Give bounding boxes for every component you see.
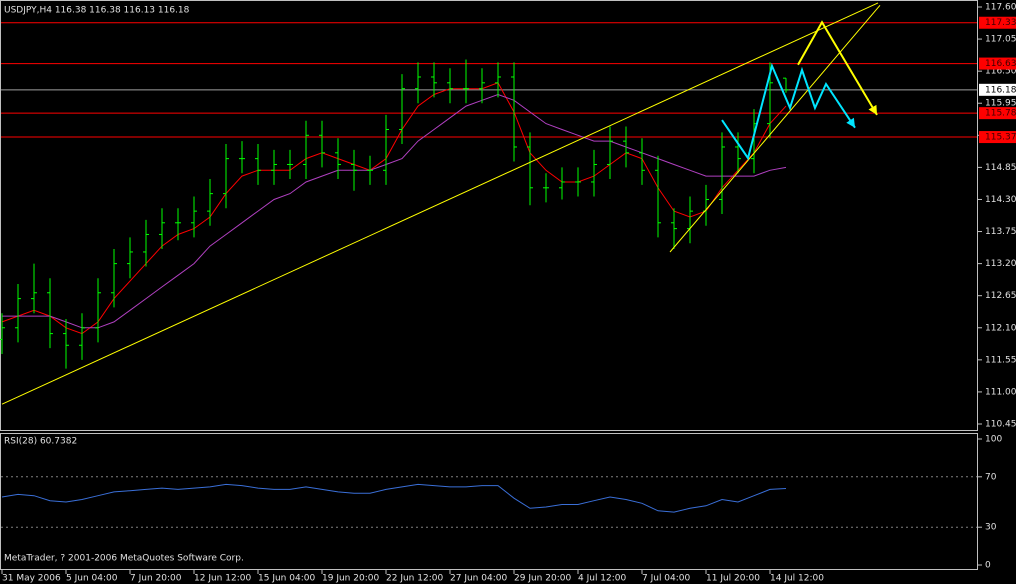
y-tick-label: 110.45 <box>985 420 1016 430</box>
rsi-label: RSI(28) 60.7382 <box>4 437 77 447</box>
moving-average <box>1 82 787 335</box>
x-tick-label: 7 Jul 04:00 <box>642 574 691 584</box>
level-tag <box>979 57 1016 70</box>
rsi-frame <box>0 433 978 570</box>
x-tick-label: 19 Jun 20:00 <box>322 574 379 584</box>
level-label: 115.78 <box>985 109 1016 119</box>
x-tick-label: 7 Jun 20:00 <box>130 574 182 584</box>
projection <box>797 20 878 116</box>
projection <box>721 62 856 161</box>
y-tick-label: 111.00 <box>985 387 1016 397</box>
rsi-tick-label: 100 <box>985 435 1002 445</box>
level-label: 117.33 <box>985 18 1016 28</box>
trendline <box>1 2 879 405</box>
x-tick-label: 12 Jun 12:00 <box>194 574 251 584</box>
y-tick-label: 112.10 <box>985 323 1016 333</box>
price-tag <box>979 83 1016 96</box>
rsi-tick-label: 0 <box>985 561 991 571</box>
moving-average <box>2 93 787 329</box>
level-label: 115.37 <box>985 133 1016 143</box>
y-tick-label: 113.75 <box>985 227 1016 237</box>
y-tick-label: 114.30 <box>985 195 1016 205</box>
x-tick-label: 29 Jun 20:00 <box>514 574 571 584</box>
arrowhead <box>868 104 877 115</box>
price-label: 116.18 <box>985 85 1016 95</box>
rsi-tick-label: 30 <box>985 523 997 533</box>
y-tick-label: 116.50 <box>985 67 1016 77</box>
x-tick-label: 4 Jul 12:00 <box>578 574 627 584</box>
y-tick-label: 117.60 <box>985 3 1016 13</box>
x-tick-label: 11 Jul 20:00 <box>706 574 760 584</box>
y-tick-label: 117.05 <box>985 35 1016 45</box>
y-tick-label: 113.20 <box>985 259 1016 269</box>
chart-title: USDJPY,H4 116.38 116.38 116.13 116.18 <box>4 6 190 16</box>
x-tick-label: 15 Jun 04:00 <box>258 574 315 584</box>
x-tick-label: 5 Jun 04:00 <box>66 574 118 584</box>
y-tick-label: 111.55 <box>985 355 1016 365</box>
y-tick-label: 114.85 <box>985 163 1016 173</box>
trendline <box>669 4 881 253</box>
y-tick-label: 112.65 <box>985 291 1016 301</box>
x-tick-label: 31 May 2006 <box>2 574 61 584</box>
footer: MetaTrader, ? 2001-2006 MetaQuotes Softw… <box>4 554 244 564</box>
x-tick-label: 22 Jun 12:00 <box>386 574 443 584</box>
level-tag <box>979 131 1016 144</box>
arrowhead <box>846 117 855 128</box>
rsi-tick-label: 70 <box>985 472 997 482</box>
x-tick-label: 14 Jul 12:00 <box>770 574 824 584</box>
level-tag <box>979 16 1016 29</box>
main-frame <box>0 0 978 431</box>
level-tag <box>979 107 1016 120</box>
rsi-line <box>1 483 787 513</box>
level-label: 116.63 <box>985 59 1016 69</box>
y-tick-label: 115.95 <box>985 99 1016 109</box>
x-tick-label: 27 Jun 04:00 <box>450 574 507 584</box>
